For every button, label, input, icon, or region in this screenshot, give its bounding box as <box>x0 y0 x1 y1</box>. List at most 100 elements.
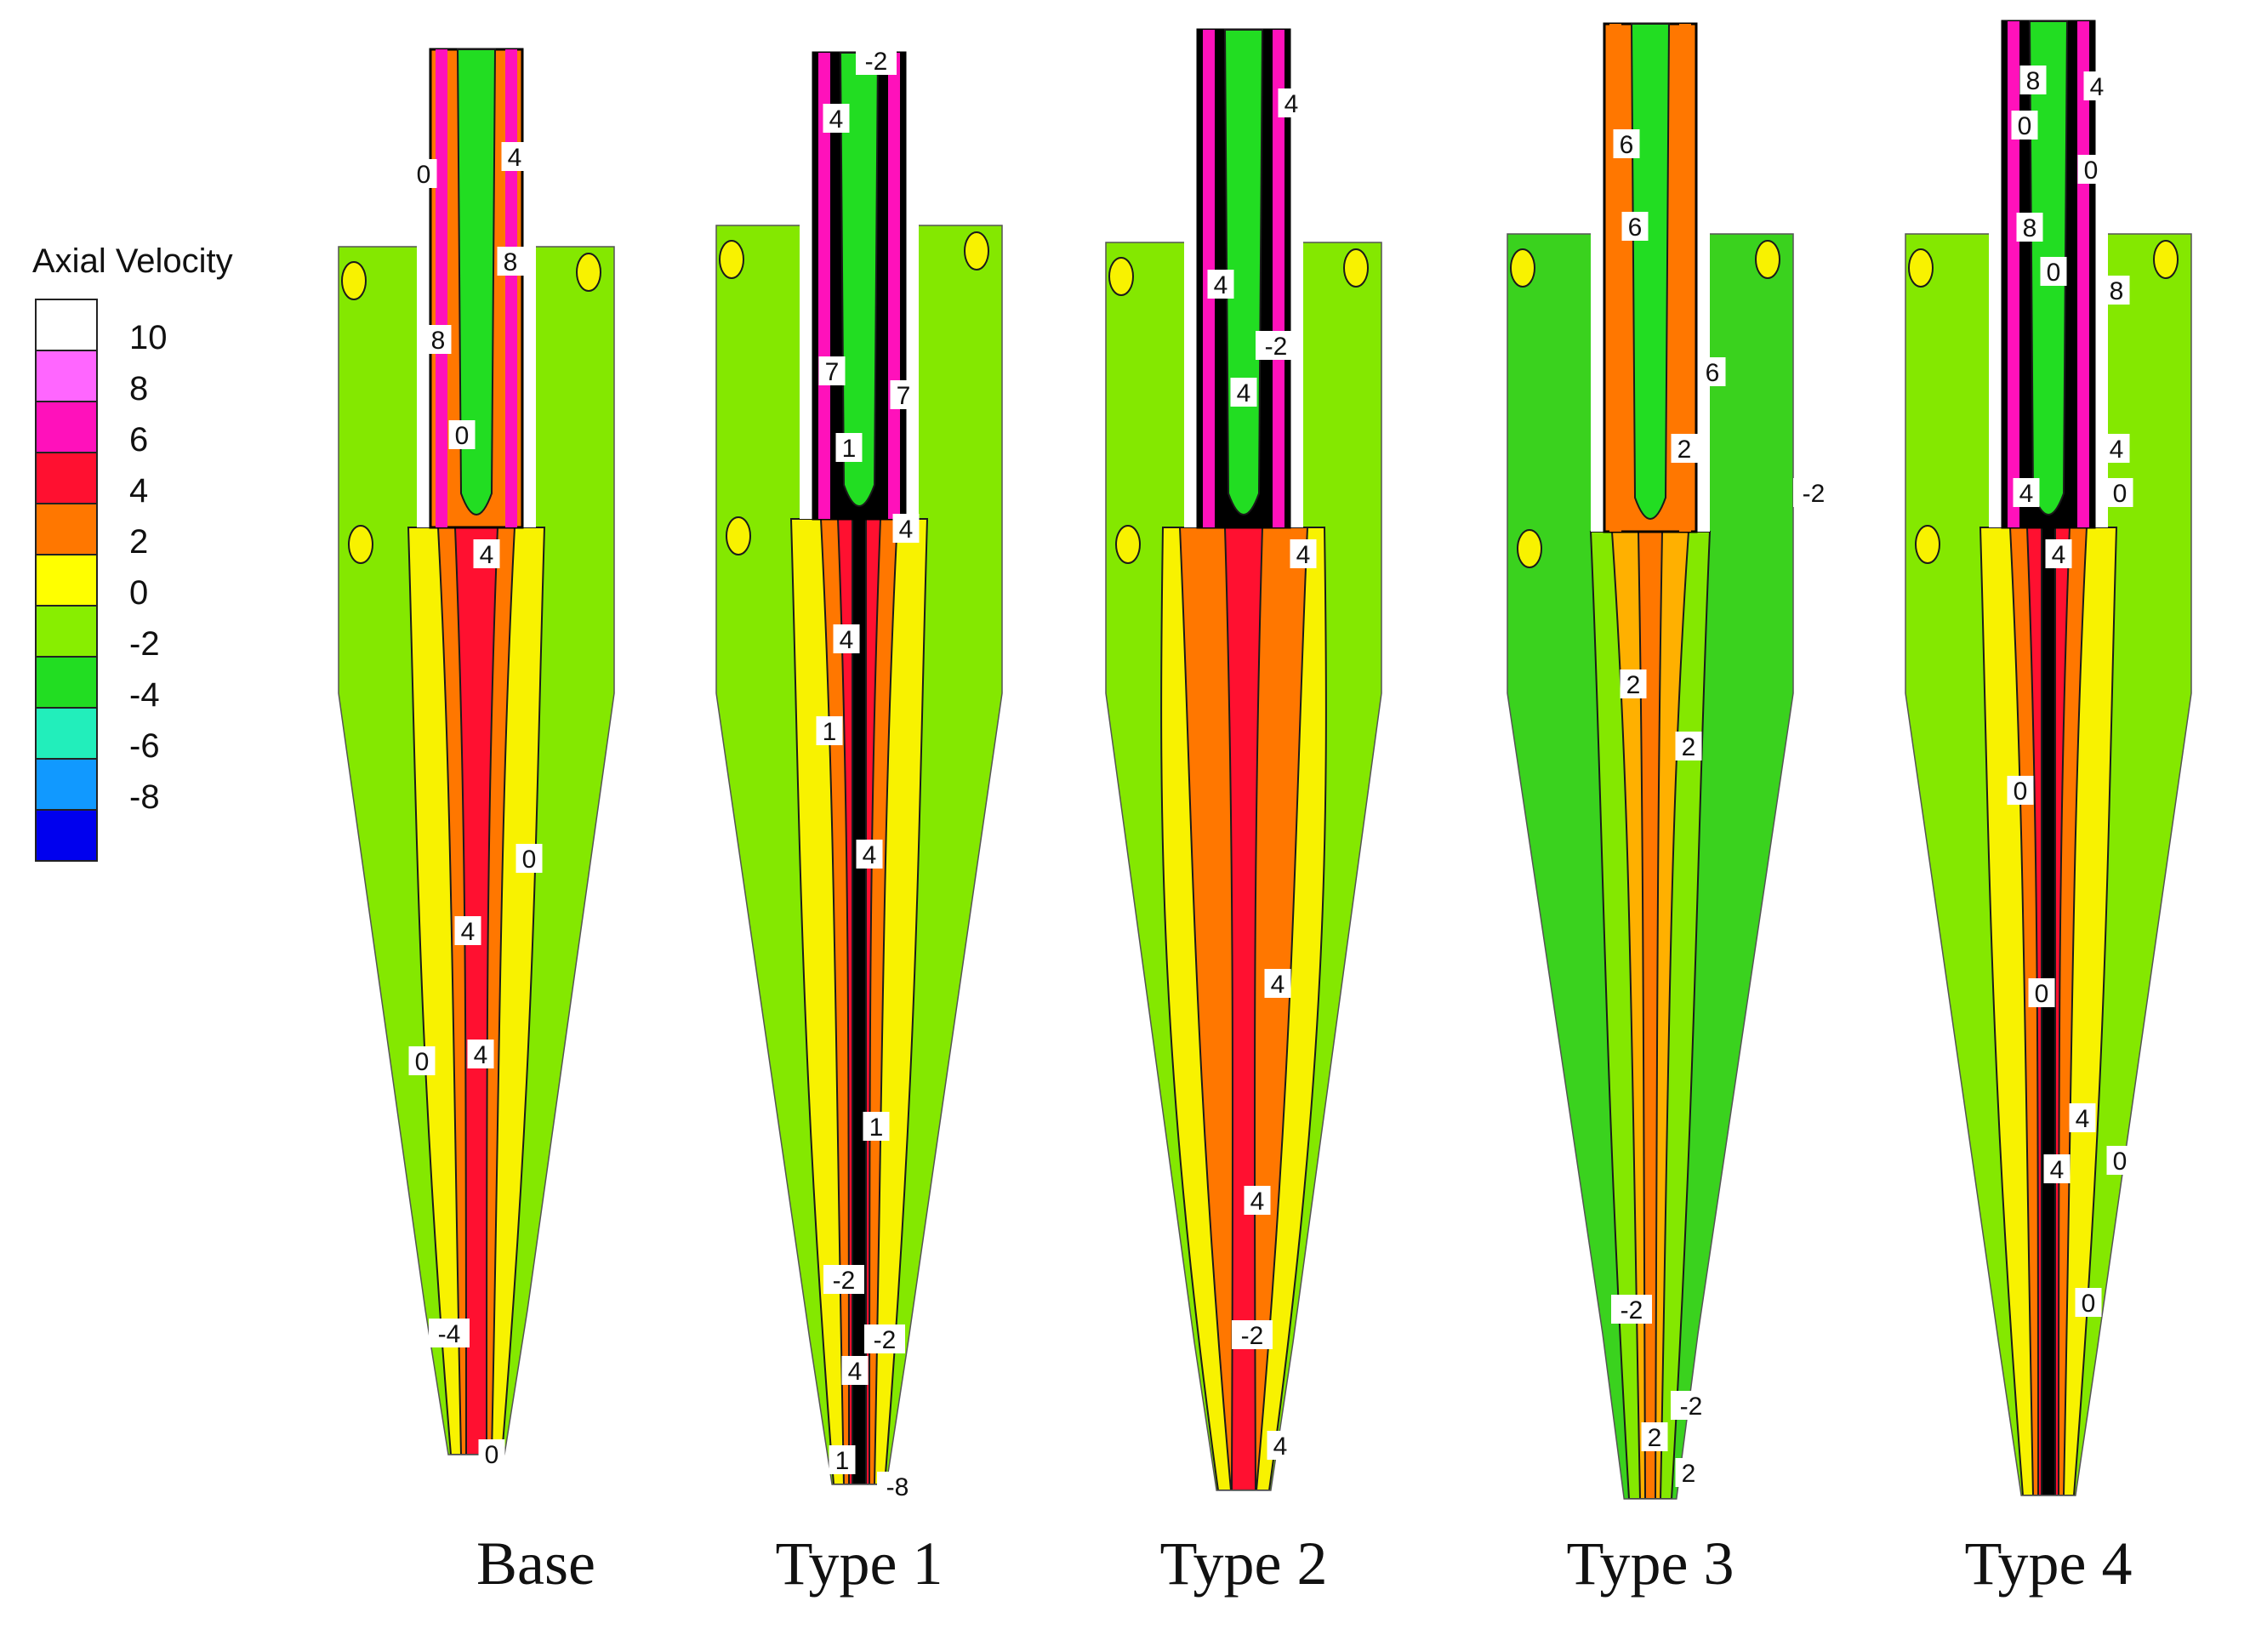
legend-tick-label: 10 <box>129 319 168 356</box>
contour-island <box>1517 529 1542 568</box>
contour-labels: -2 4 7 7 1 4 4 1 4 1 -2 -2 4 1 -8 <box>816 46 920 1501</box>
legend-tick-label: -6 <box>129 727 160 765</box>
contour-island <box>1115 525 1141 564</box>
contour-label: -8 <box>886 1473 909 1501</box>
contour-label: 4 <box>863 841 877 869</box>
contour-label: 4 <box>2052 541 2066 569</box>
contour-band <box>1637 531 1664 1499</box>
contour-label: 2 <box>1648 1424 1662 1452</box>
contour-label: 0 <box>2035 980 2049 1008</box>
contour-island <box>1908 248 1934 288</box>
contour-island <box>726 516 751 555</box>
contour-island <box>719 240 744 279</box>
contour-island <box>1108 257 1134 296</box>
contour-island <box>964 231 989 271</box>
legend-tick-label: 4 <box>129 472 148 510</box>
legend-tick-label: -8 <box>129 778 160 816</box>
legend-ticks: 10 8 6 4 2 0 -2 -4 -6 -8 <box>129 319 168 816</box>
cyclone-wall <box>1507 233 1794 1500</box>
contour-label: -2 <box>833 1267 856 1295</box>
legend-swatch <box>35 809 98 862</box>
contour-label: 0 <box>2018 112 2032 140</box>
contour-island <box>1755 240 1780 279</box>
contour-label: 4 <box>461 918 476 946</box>
contour-label: 8 <box>431 327 446 355</box>
contour-label: -2 <box>1803 480 1826 508</box>
contour-label: 8 <box>2026 67 2041 95</box>
contour-label: 0 <box>2084 157 2099 185</box>
contour-label: 4 <box>1237 379 1251 407</box>
legend-tick-label: 6 <box>129 421 148 459</box>
panel-caption: Type 1 <box>776 1530 943 1598</box>
contour-island <box>2153 240 2179 279</box>
cyclone-wall <box>1105 242 1382 1491</box>
legend-swatch <box>35 401 98 453</box>
annulus-gap <box>417 245 430 527</box>
contour-label: 4 <box>899 516 914 544</box>
contour-label: 4 <box>1214 271 1228 299</box>
legend-tick-label: 8 <box>129 370 148 407</box>
legend-title: Axial Velocity <box>32 242 233 280</box>
contour-label: 4 <box>1284 90 1299 118</box>
contour-label: 8 <box>504 248 518 276</box>
cyclone-wall <box>1905 233 2192 1496</box>
cyclone-panel: -2 4 7 7 1 4 4 1 4 1 -2 -2 4 1 -8 Type 1 <box>715 46 1003 1598</box>
legend-swatch <box>35 758 98 811</box>
contour-label: 0 <box>417 161 431 189</box>
contour-label: 0 <box>2113 1148 2128 1176</box>
contour-band <box>2040 527 2057 1495</box>
contour-label: 4 <box>840 626 854 654</box>
contour-label: 4 <box>829 105 844 134</box>
contour-label: 4 <box>1250 1188 1265 1216</box>
contour-label: 6 <box>1620 131 1634 159</box>
contour-label: 8 <box>2023 214 2037 242</box>
contour-label: 4 <box>480 541 494 569</box>
contour-label: 7 <box>897 382 911 410</box>
legend-swatch <box>35 350 98 402</box>
legend-tick-label: 0 <box>129 574 148 612</box>
annulus-gap <box>905 224 919 519</box>
contour-label: 4 <box>1273 1433 1288 1461</box>
annulus-gap <box>1184 241 1198 527</box>
panel-caption: Type 2 <box>1160 1530 1328 1598</box>
legend-swatch <box>35 605 98 658</box>
contour-island <box>348 525 373 564</box>
cyclone-body <box>1507 234 1793 1499</box>
legend-swatch <box>35 656 98 709</box>
contour-label: 0 <box>455 422 470 450</box>
annulus-gap <box>1591 232 1604 532</box>
contour-band <box>1223 527 1264 1490</box>
contour-label: -2 <box>1680 1393 1703 1421</box>
cyclone-panel: 0 4 8 8 0 4 0 4 0 4 -4 0 Base <box>338 48 615 1598</box>
contour-label: -2 <box>1621 1296 1643 1324</box>
contour-label: 7 <box>825 358 840 386</box>
contour-label: 0 <box>415 1048 430 1076</box>
legend-swatch <box>35 554 98 607</box>
cyclone-panel: 4 4 -2 4 4 4 4 -2 4 Type 2 <box>1105 28 1382 1598</box>
contour-label: -2 <box>874 1326 897 1354</box>
contour-label: 4 <box>2076 1105 2090 1133</box>
contour-label: 1 <box>823 718 837 746</box>
contour-label: 8 <box>2110 277 2124 305</box>
contour-label: 4 <box>1271 971 1285 999</box>
color-legend: Axial Velocity 10 8 6 4 2 0 -2 -4 -6 -8 <box>32 242 233 862</box>
contour-label: 4 <box>474 1041 488 1069</box>
contour-label: 0 <box>2014 778 2028 806</box>
contour-label: 4 <box>508 144 522 172</box>
contour-label: -4 <box>438 1320 461 1348</box>
legend-tick-label: 2 <box>129 523 148 561</box>
annulus-gap <box>1290 241 1303 527</box>
annulus-gap <box>800 224 813 519</box>
contour-label: 1 <box>869 1114 884 1142</box>
contour-label: 0 <box>485 1441 499 1469</box>
panel-caption: Type 3 <box>1567 1530 1734 1598</box>
contour-label: 0 <box>522 846 537 874</box>
contour-label: 2 <box>1678 436 1692 464</box>
contour-labels: 4 4 -2 4 4 4 4 -2 4 <box>1207 88 1317 1461</box>
legend-swatch <box>35 503 98 555</box>
